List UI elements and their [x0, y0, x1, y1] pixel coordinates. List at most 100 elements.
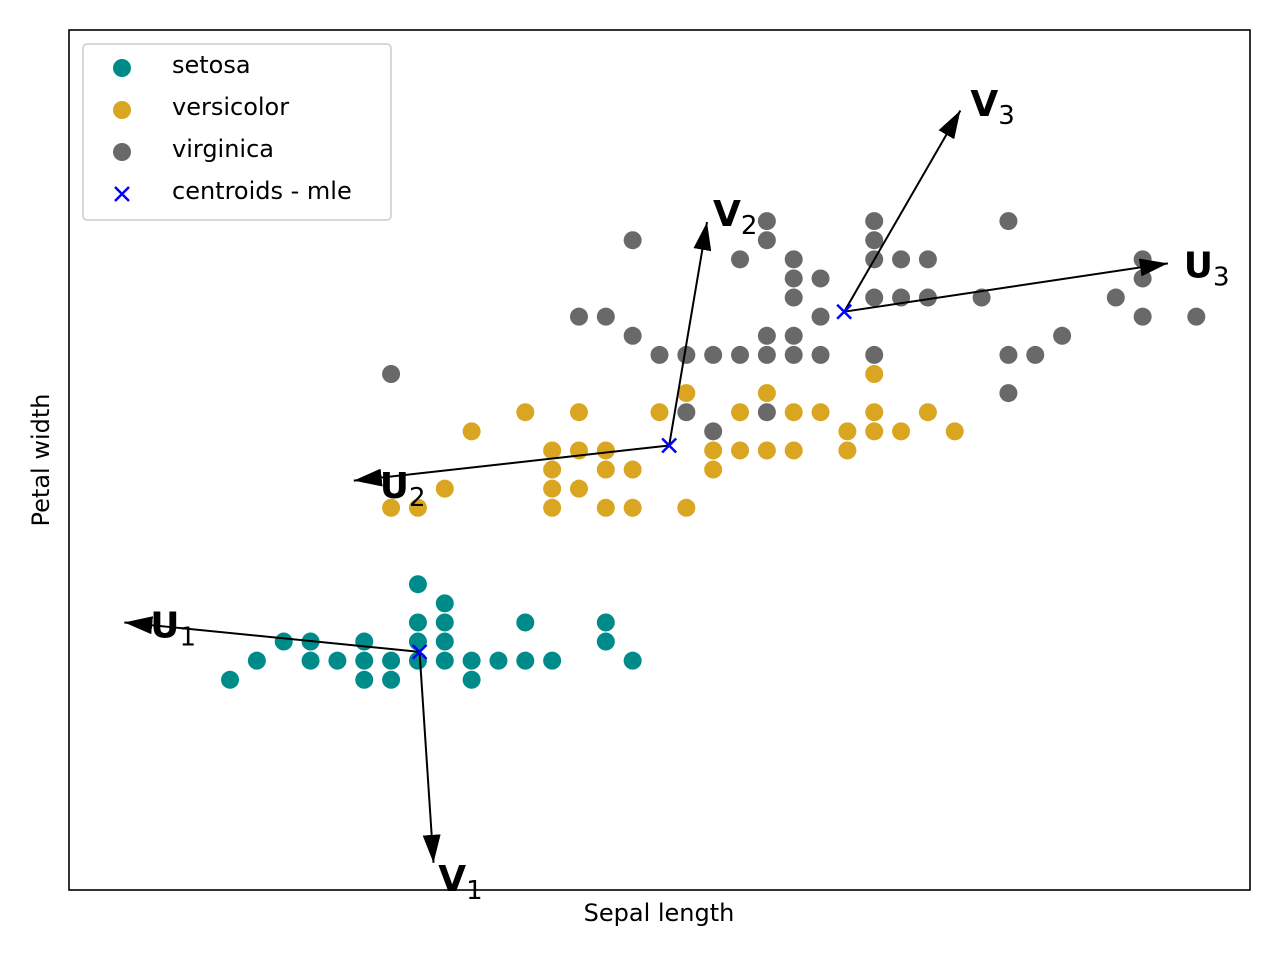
arrow: [668, 221, 712, 446]
point: [918, 288, 937, 307]
point: [569, 403, 588, 422]
point: [892, 250, 911, 269]
arrow-label: V3: [970, 84, 1014, 130]
point: [865, 345, 884, 364]
point: [623, 231, 642, 250]
point: [704, 441, 723, 460]
plot-frame: [68, 29, 1251, 891]
arrow-label-letter: V: [713, 194, 741, 235]
point: [811, 269, 830, 288]
arrow-label-letter: U: [150, 605, 179, 646]
legend-label: setosa: [172, 51, 251, 79]
point: [1026, 345, 1045, 364]
point: [784, 441, 803, 460]
point: [382, 498, 401, 517]
point: [1187, 307, 1206, 326]
point: [408, 575, 427, 594]
point: [999, 384, 1018, 403]
point: [301, 651, 320, 670]
point: [328, 651, 347, 670]
arrow-label-subscript: 3: [1213, 262, 1230, 292]
point: [945, 422, 964, 441]
point: [757, 231, 776, 250]
point: [784, 288, 803, 307]
point: [1133, 269, 1152, 288]
point: [918, 403, 937, 422]
point: [757, 212, 776, 231]
point: [704, 345, 723, 364]
point: [623, 326, 642, 345]
point: [382, 651, 401, 670]
point: [757, 441, 776, 460]
point: [543, 651, 562, 670]
arrow: [844, 258, 1169, 313]
point: [865, 231, 884, 250]
arrow: [353, 444, 670, 487]
point: [757, 326, 776, 345]
arrow-label: U2: [380, 466, 426, 513]
point: [892, 422, 911, 441]
point: [462, 651, 481, 670]
point: [543, 498, 562, 517]
arrow-label-subscript: 2: [409, 482, 426, 512]
point: [704, 422, 723, 441]
point: [838, 422, 857, 441]
point: [543, 460, 562, 479]
legend-box: [82, 43, 392, 221]
point: [865, 403, 884, 422]
point: [435, 632, 454, 651]
point: [677, 345, 696, 364]
point: [435, 613, 454, 632]
point: [489, 651, 508, 670]
point: [731, 345, 750, 364]
point: [811, 403, 830, 422]
point: [918, 250, 937, 269]
point: [516, 613, 535, 632]
arrow: [843, 109, 962, 313]
point: [408, 613, 427, 632]
point: [623, 651, 642, 670]
arrow-label-subscript: 1: [180, 622, 197, 652]
point: [865, 422, 884, 441]
arrow: [418, 651, 441, 863]
arrow-label: U3: [1184, 246, 1230, 293]
legend-marker: [113, 143, 131, 161]
point: [784, 403, 803, 422]
point: [650, 403, 669, 422]
centroid-marker: [411, 643, 428, 660]
point: [731, 403, 750, 422]
centroid-marker: [836, 303, 853, 320]
point: [1133, 307, 1152, 326]
point: [784, 326, 803, 345]
legend-marker: [113, 101, 131, 119]
point: [382, 670, 401, 689]
point: [811, 345, 830, 364]
y-axis-label: Petal width: [27, 394, 55, 527]
point: [569, 307, 588, 326]
point: [596, 460, 615, 479]
point: [999, 212, 1018, 231]
point: [596, 307, 615, 326]
point: [408, 498, 427, 517]
arrow-label: U1: [150, 605, 196, 652]
arrow-label-subscript: 2: [741, 211, 758, 241]
point: [677, 403, 696, 422]
point: [972, 288, 991, 307]
legend-label: virginica: [172, 135, 274, 163]
arrow-label: V2: [713, 194, 757, 241]
point: [731, 441, 750, 460]
point: [623, 460, 642, 479]
point: [731, 250, 750, 269]
point: [704, 460, 723, 479]
arrow-label-letter: V: [438, 859, 466, 900]
point: [784, 269, 803, 288]
point: [1106, 288, 1125, 307]
arrow-label: V1: [438, 859, 482, 906]
point: [516, 403, 535, 422]
arrow-label-subscript: 3: [998, 101, 1015, 131]
legend-marker: [113, 59, 131, 77]
point: [757, 384, 776, 403]
point: [757, 345, 776, 364]
point: [462, 422, 481, 441]
legend-label: versicolor: [172, 93, 289, 121]
